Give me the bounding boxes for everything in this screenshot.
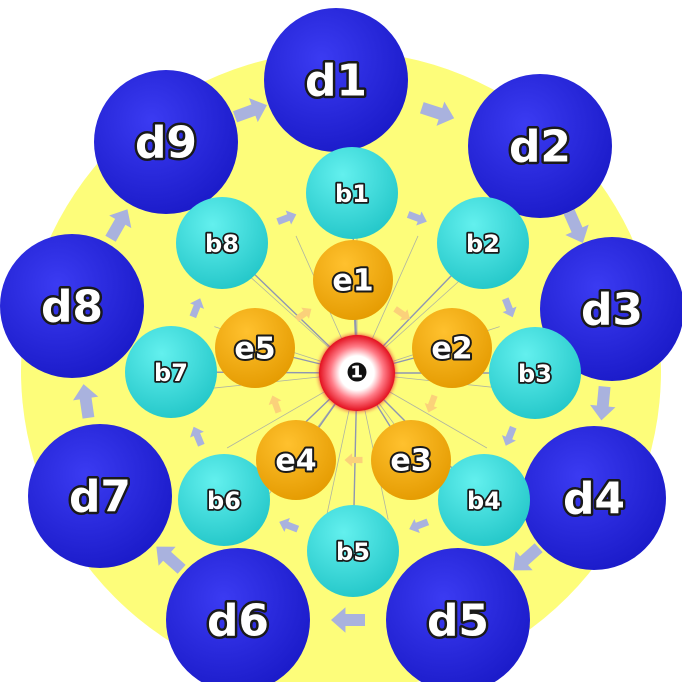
middle-node-label: b1 [335, 180, 369, 208]
middle-node-b7: b7 [125, 326, 217, 418]
outer-node-d9: d9 [94, 70, 238, 214]
outer-node-d2: d2 [468, 74, 612, 218]
outer-node-d7: d7 [28, 424, 172, 568]
middle-node-label: b2 [466, 230, 500, 258]
middle-node-label: b6 [207, 487, 241, 515]
center-node-label: ❶ [346, 358, 368, 388]
middle-node-label: b5 [336, 538, 370, 566]
inner-node-e5: e5 [215, 308, 295, 388]
middle-node-label: b8 [205, 230, 239, 258]
middle-node-label: b3 [518, 360, 552, 388]
outer-node-label: d2 [509, 122, 571, 173]
outer-node-label: d7 [69, 472, 131, 523]
outer-node-label: d8 [41, 282, 103, 333]
middle-node-b2: b2 [437, 197, 529, 289]
middle-node-label: b7 [154, 359, 188, 387]
outer-node-d8: d8 [0, 234, 144, 378]
middle-node-b3: b3 [489, 327, 581, 419]
middle-node-b5: b5 [307, 505, 399, 597]
outer-node-label: d4 [563, 474, 625, 525]
inner-node-label: e2 [431, 332, 472, 367]
inner-node-e3: e3 [371, 420, 451, 500]
inner-node-e1: e1 [313, 240, 393, 320]
inner-node-e4: e4 [256, 420, 336, 500]
outer-node-label: d9 [135, 118, 197, 169]
inner-node-e2: e2 [412, 308, 492, 388]
outer-node-d1: d1 [264, 8, 408, 152]
outer-node-label: d5 [427, 596, 489, 647]
inner-node-label: e4 [275, 444, 316, 479]
inner-node-label: e1 [332, 264, 373, 299]
middle-node-b6: b6 [178, 454, 270, 546]
middle-node-b4: b4 [438, 454, 530, 546]
middle-node-label: b4 [467, 487, 501, 515]
outer-node-label: d1 [305, 56, 367, 107]
outer-node-label: d6 [207, 596, 269, 647]
outer-node-label: d3 [581, 285, 643, 336]
middle-node-b1: b1 [306, 147, 398, 239]
inner-node-label: e5 [234, 332, 275, 367]
inner-node-label: e3 [390, 444, 431, 479]
outer-node-d4: d4 [522, 426, 666, 570]
center-node: ❶ [319, 335, 395, 411]
middle-node-b8: b8 [176, 197, 268, 289]
